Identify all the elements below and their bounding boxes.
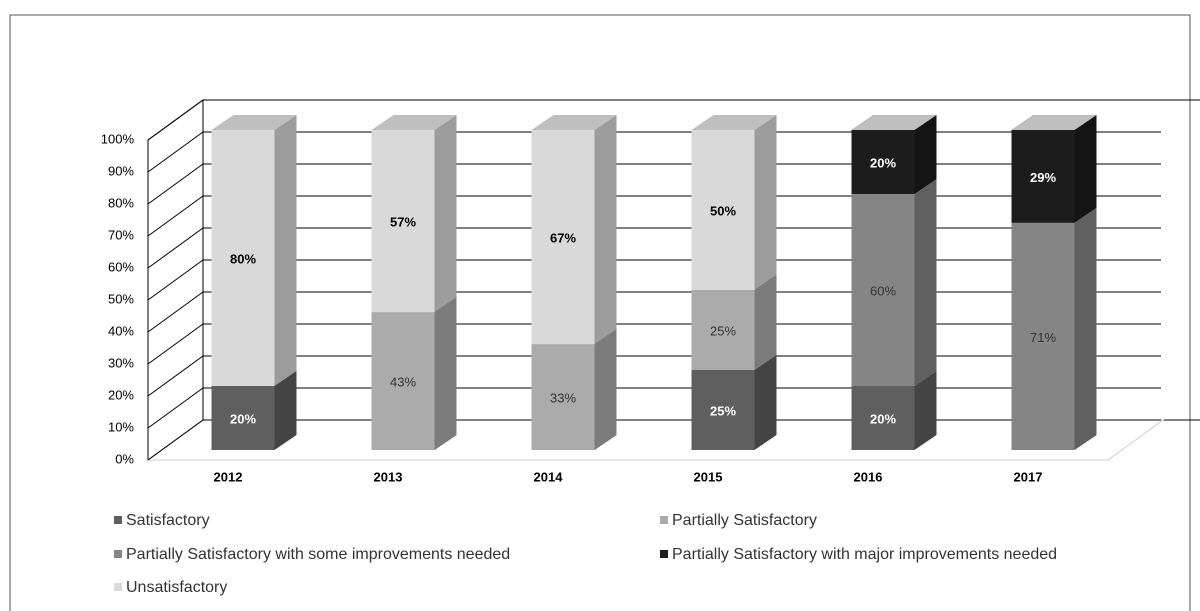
bar-side [594,329,617,450]
bar-segment [531,115,617,345]
bar-side [434,297,457,450]
bar-top [371,115,457,130]
bar-side [1074,115,1097,223]
x-tick-label: 2015 [694,469,723,484]
data-label: 20% [230,411,256,426]
x-tick-label: 2014 [534,469,564,484]
y-tick-label: 30% [108,355,134,370]
bar-top [691,115,777,130]
frame [9,14,1191,611]
legend-label: Partially Satisfactory with major improv… [672,546,1057,563]
data-label: 60% [870,283,896,298]
bar-side [754,275,777,370]
y-tick-label: 40% [108,323,134,338]
x-tick-label: 2016 [854,469,883,484]
bar-front [531,130,595,345]
bar-top [1011,115,1097,130]
data-label: 33% [550,391,576,406]
bar-front [211,130,275,386]
bar-front [691,290,755,370]
bar-segment [211,115,297,386]
data-label: 43% [390,375,416,390]
bar-front [691,130,755,290]
bar-segment [691,115,777,290]
y-tick-label: 60% [108,259,134,274]
x-tick-label: 2012 [214,469,243,484]
bar-front [371,130,435,313]
legend-label: Partially Satisfactory with some improve… [126,546,510,563]
bar-side [914,179,937,386]
legend-label: Satisfactory [126,512,210,529]
grid-line [147,419,1161,461]
y-tick-label: 50% [108,291,134,306]
grid-line [147,259,1161,301]
grid-line [147,387,1161,429]
data-label: 20% [870,411,896,426]
bar-front [531,344,595,450]
grid-line [147,355,1161,397]
data-label: 57% [390,215,416,230]
bar-top [211,115,297,130]
y-tick-label: 80% [108,195,134,210]
bar-side [594,115,617,345]
bar-front [1011,222,1075,450]
legend-label: Partially Satisfactory [672,512,817,529]
data-label: 29% [1030,170,1056,185]
y-tick-label: 10% [108,419,134,434]
bar-front [211,386,275,450]
data-label: 25% [710,323,736,338]
legend-swatch [660,516,668,524]
legend-swatch [114,583,122,591]
bar-front [691,370,755,450]
bar-side [1074,207,1097,450]
x-tick-label: 2017 [1014,469,1043,484]
floor [146,419,1165,461]
legend-label: Unsatisfactory [126,579,227,596]
bar-top [531,115,617,130]
grid-line [147,227,1161,269]
y-tick-label: 100% [101,131,135,146]
bar-side [434,115,457,313]
data-label: 67% [550,231,576,246]
bar-front [851,386,915,450]
y-tick-label: 70% [108,227,134,242]
x-tick-label: 2013 [374,469,403,484]
grid-line [147,131,1161,173]
bar-top [851,115,937,130]
bar-side [274,115,297,386]
bar-segment [371,115,457,313]
bar-front [1011,130,1075,223]
data-label: 20% [870,155,896,170]
y-tick-label: 20% [108,387,134,402]
data-label: 80% [230,251,256,266]
data-label: 25% [710,403,736,418]
bar-front [851,130,915,194]
bar-side [754,355,777,450]
legend-swatch [114,516,122,524]
bar-side [914,371,937,450]
bar-segment [1011,115,1097,130]
grid-line [147,291,1161,333]
y-tick-label: 90% [108,163,134,178]
grid-line [147,195,1161,237]
data-label: 71% [1030,330,1056,345]
bar-front [371,312,435,450]
y-tick-label: 0% [115,451,134,466]
bar-side [274,371,297,450]
legend-swatch [660,550,668,558]
grid-line [147,163,1161,205]
bar-side [914,115,937,194]
bar-segment [371,297,457,450]
data-label: 50% [710,203,736,218]
grid-line [147,323,1161,365]
bar-segment [851,115,937,130]
grid-line [147,99,1161,141]
bar-side [754,115,777,290]
legend-swatch [114,550,122,558]
bar-front [851,194,915,386]
